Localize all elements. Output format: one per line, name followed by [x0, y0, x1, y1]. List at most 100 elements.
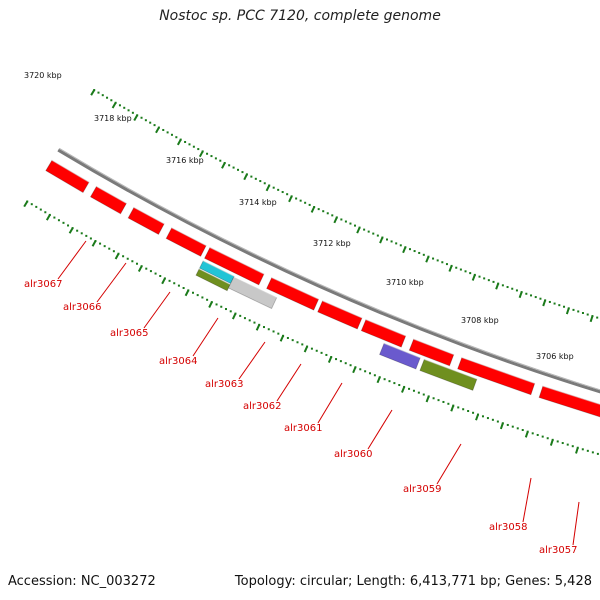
inner-tick-dot — [581, 448, 584, 451]
forward-gene-arrow-shine — [413, 338, 454, 356]
inner-tick-major — [401, 386, 406, 393]
inner-tick-dot — [561, 442, 564, 445]
inner-tick-dot — [393, 382, 396, 385]
outer-tick-major — [133, 114, 139, 121]
outer-tick-dot — [254, 177, 257, 180]
outer-tick-dot — [563, 305, 566, 308]
inner-tick-dot — [248, 319, 251, 322]
forward-gene-arrow-shine — [209, 247, 265, 275]
feature-block-blue-shine — [383, 342, 421, 359]
inner-tick-dot — [215, 303, 218, 306]
forward-gene-arrow-shine — [461, 357, 535, 384]
outer-tick-dot — [153, 124, 156, 127]
inner-tick-dot — [30, 203, 33, 206]
inner-tick-dot — [491, 418, 494, 421]
inner-tick-dot — [516, 427, 519, 430]
inner-tick-dot — [112, 250, 115, 253]
outer-tick-dot — [422, 253, 425, 256]
inner-tick-dot — [422, 393, 425, 396]
inner-tick-dot — [149, 270, 152, 273]
outer-tick-dot — [515, 289, 518, 292]
inner-tick-major — [161, 277, 166, 285]
inner-tick-major — [208, 301, 213, 308]
inner-tick-dot — [201, 296, 204, 299]
outer-tick-dot — [232, 166, 235, 169]
inner-tick-dot — [196, 294, 199, 297]
gene-label: alr3062 — [243, 401, 281, 412]
outer-tick-dot — [530, 294, 533, 297]
inner-tick-dot — [159, 274, 162, 277]
inner-tick-dot — [243, 317, 246, 320]
outer-tick-dot — [395, 242, 398, 245]
kbp-tick-label: 3710 kbp — [386, 278, 424, 287]
outer-tick-dot — [413, 250, 416, 253]
outer-tick-major — [589, 315, 594, 323]
gene-leader-line — [367, 409, 393, 450]
kbp-tick-label: 3720 kbp — [24, 71, 62, 80]
forward-gene-arrow-shine — [542, 385, 600, 405]
inner-tick-dot — [432, 397, 435, 400]
inner-tick-major — [575, 447, 579, 454]
inner-tick-major — [137, 265, 143, 272]
feature-block-cyan-shine — [202, 260, 235, 277]
forward-gene-arrow-shine — [171, 227, 207, 247]
outer-tick-major — [243, 173, 248, 181]
gene-label: alr3065 — [110, 328, 148, 339]
outer-tick-dot — [184, 140, 187, 143]
inner-tick-dot — [596, 452, 599, 455]
inner-tick-dot — [536, 433, 539, 436]
outer-tick-dot — [322, 210, 325, 213]
outer-tick-dot — [487, 279, 490, 282]
outer-tick-dot — [250, 175, 253, 178]
outer-tick-dot — [286, 193, 289, 196]
outer-tick-major — [495, 283, 500, 290]
outer-tick-dot — [390, 240, 393, 243]
inner-tick-dot — [408, 387, 411, 390]
gene-leader-line — [276, 363, 302, 402]
outer-tick-dot — [501, 284, 504, 287]
gene-leader-line — [57, 240, 87, 280]
inner-tick-dot — [315, 349, 318, 352]
inner-tick-major — [255, 324, 261, 331]
inner-tick-dot — [368, 372, 371, 375]
outer-tick-dot — [281, 191, 284, 194]
inner-tick-dot — [546, 437, 549, 440]
inner-tick-dot — [310, 347, 313, 350]
outer-tick-major — [310, 206, 316, 213]
inner-tick-dot — [286, 336, 289, 339]
outer-tick-dot — [483, 277, 486, 280]
gene-leader-line — [317, 382, 343, 424]
outer-tick-dot — [206, 152, 209, 155]
inner-tick-dot — [267, 328, 270, 331]
inner-tick-dot — [224, 308, 227, 311]
outer-tick-dot — [455, 266, 458, 269]
outer-tick-major — [565, 308, 570, 315]
gene-label: alr3059 — [403, 484, 441, 495]
inner-tick-dot — [486, 417, 489, 420]
outer-tick-dot — [376, 234, 379, 237]
inner-tick-dot — [206, 298, 209, 301]
inner-tick-major — [499, 422, 504, 430]
outer-tick-dot — [123, 106, 126, 109]
forward-gene-arrow-shine — [133, 207, 165, 225]
outer-tick-dot — [553, 302, 556, 305]
inner-tick-dot — [154, 272, 157, 275]
inner-tick-major — [23, 200, 29, 208]
outer-tick-dot — [586, 313, 589, 316]
inner-tick-dot — [122, 255, 125, 258]
outer-tick-dot — [492, 280, 495, 283]
inner-tick-dot — [457, 406, 460, 409]
inner-tick-dot — [506, 423, 509, 426]
kbp-tick-label: 3716 kbp — [166, 156, 204, 165]
inner-tick-dot — [541, 435, 544, 438]
outer-tick-dot — [295, 197, 298, 200]
inner-tick-dot — [135, 262, 138, 265]
inner-tick-dot — [531, 432, 534, 435]
gene-leader-line — [192, 317, 219, 357]
outer-tick-major — [333, 217, 338, 224]
outer-tick-dot — [263, 182, 266, 185]
gene-leader-line — [238, 341, 266, 380]
outer-tick-dot — [331, 214, 334, 217]
inner-tick-dot — [108, 247, 111, 250]
outer-tick-dot — [399, 244, 402, 247]
